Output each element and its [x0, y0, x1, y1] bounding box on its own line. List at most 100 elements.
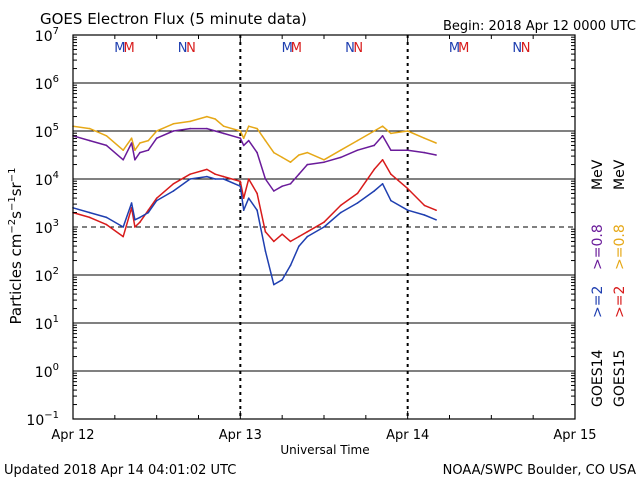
data-point-goes15_low [206, 168, 208, 171]
data-point-goes15_low [390, 173, 392, 175]
data-point-goes14_low [373, 190, 376, 192]
data-point-goes14_high [273, 190, 275, 192]
data-point-goes14_high [289, 183, 292, 185]
data-point-goes15_high [281, 156, 283, 159]
begin-time: Begin: 2018 Apr 12 0000 UTC [443, 19, 636, 34]
data-point-goes14_low [390, 199, 392, 202]
data-point-goes14_high [339, 156, 342, 159]
data-point-goes14_low [323, 226, 325, 228]
data-point-goes14_high [214, 130, 217, 132]
data-point-goes15_high [339, 149, 342, 151]
x-tick-label: Apr 15 [553, 428, 596, 443]
data-point-goes15_high [356, 139, 359, 142]
chart-title: GOES Electron Flux (5 minute data) [40, 10, 307, 28]
data-point-goes15_low [88, 216, 91, 219]
data-point-goes15_high [256, 127, 258, 130]
data-point-goes14_high [147, 149, 150, 151]
eclipse-marker: M [114, 41, 125, 56]
data-point-goes15_high [242, 137, 245, 139]
legend-goes14-label: GOES14 [590, 349, 606, 407]
data-point-goes14_high [134, 159, 136, 161]
y-tick-label: 102 [35, 266, 59, 285]
data-point-goes15_low [222, 175, 225, 178]
eclipse-marker: M [291, 41, 302, 56]
eclipse-marker: N [353, 41, 363, 56]
data-point-goes15_low [356, 192, 359, 195]
data-point-goes14_high [356, 149, 359, 151]
grid-layer [73, 35, 575, 419]
y-tick-label: 100 [35, 362, 59, 381]
data-point-goes15_low [247, 178, 250, 180]
data-point-goes14_low [105, 216, 108, 219]
y-axis-label: Particles cm−2s−1sr−1 [7, 168, 25, 325]
data-point-goes15_low [323, 221, 325, 223]
data-point-goes14_low [189, 178, 191, 180]
data-point-goes14_low [356, 202, 359, 204]
data-point-goes15_low [155, 197, 158, 199]
data-point-goes14_high [381, 135, 384, 137]
x-tick-label: Apr 14 [386, 428, 429, 443]
y-tick-label: 107 [35, 26, 59, 45]
data-point-goes15_low [147, 209, 150, 211]
data-point-goes14_low [281, 279, 283, 281]
series-line-goes15_high [72, 115, 437, 163]
data-point-goes14_high [242, 144, 245, 147]
data-point-goes15_low [172, 183, 175, 185]
data-point-goes15_low [239, 180, 242, 183]
data-point-goes15_high [105, 135, 108, 137]
x-tick-label: Apr 13 [219, 428, 262, 443]
data-point-goes14_low [206, 175, 208, 178]
series-layer [72, 115, 437, 286]
data-point-goes15_low [423, 204, 426, 207]
eclipse-marker: M [458, 41, 469, 56]
legend-unit-15: MeV [612, 159, 628, 190]
data-point-goes15_high [239, 130, 242, 132]
data-point-goes14_low [239, 185, 242, 187]
data-point-goes14_high [247, 139, 250, 142]
eclipse-marker: N [521, 41, 531, 56]
data-point-goes15_high [88, 127, 91, 130]
data-point-goes14_low [139, 216, 141, 219]
data-point-goes14_low [264, 250, 267, 252]
data-point-goes15_low [306, 231, 309, 233]
data-point-goes15_low [298, 235, 300, 238]
data-point-goes15_low [139, 221, 141, 223]
data-point-goes14_low [339, 211, 342, 214]
legend-goes14-high: >=0.8 [590, 224, 606, 270]
data-point-goes14_high [373, 144, 376, 147]
data-point-goes14_high [130, 142, 133, 144]
data-point-goes14_low [273, 283, 275, 286]
data-point-goes14_low [222, 178, 225, 180]
data-point-goes14_low [134, 219, 136, 221]
data-point-goes14_high [281, 185, 283, 187]
eclipse-marker: N [512, 41, 522, 56]
data-point-goes15_high [406, 130, 409, 132]
data-point-goes15_low [242, 197, 245, 199]
legend-goes14-low: >=2 [590, 286, 606, 318]
data-point-goes15_high [247, 125, 250, 127]
data-point-goes14_high [306, 163, 309, 166]
data-point-goes15_high [306, 151, 309, 154]
data-point-goes15_low [435, 209, 437, 211]
data-point-goes15_high [134, 149, 136, 151]
eclipse-marker: N [345, 41, 355, 56]
legend-goes15-label: GOES15 [612, 350, 628, 407]
data-point-goes15_low [381, 159, 384, 161]
legend: GOES14 GOES15 >=2 >=0.8 MeV >=2 >=0.8 Me… [590, 159, 628, 407]
data-point-goes14_low [298, 245, 300, 247]
data-point-goes14_low [423, 214, 426, 216]
data-point-goes14_high [239, 137, 242, 139]
y-tick-label: 10−1 [26, 410, 59, 429]
data-point-goes14_low [88, 211, 91, 214]
data-point-goes14_low [247, 197, 250, 199]
data-point-goes14_low [130, 202, 133, 204]
data-point-goes14_high [105, 144, 108, 147]
data-point-goes15_low [339, 204, 342, 207]
data-point-goes14_low [435, 219, 437, 221]
data-point-goes14_high [323, 161, 325, 163]
data-point-goes14_low [306, 235, 309, 238]
data-point-goes14_high [390, 149, 392, 151]
data-point-goes14_low [242, 209, 245, 211]
eclipse-marker: M [449, 41, 460, 56]
